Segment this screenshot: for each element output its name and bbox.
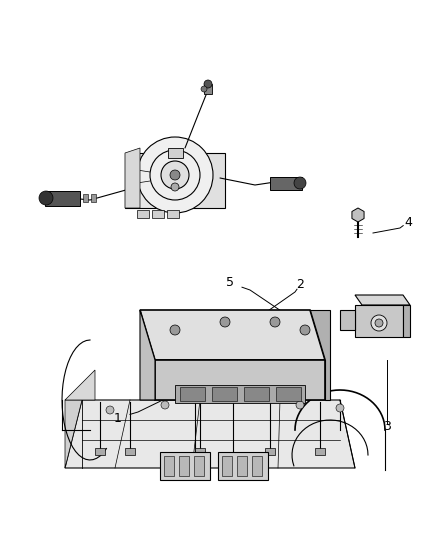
Polygon shape — [355, 295, 410, 305]
Bar — [194, 456, 204, 476]
Polygon shape — [355, 305, 403, 337]
Polygon shape — [310, 310, 330, 400]
Bar — [218, 452, 268, 480]
Circle shape — [171, 183, 179, 191]
Circle shape — [294, 177, 306, 189]
Circle shape — [201, 86, 207, 92]
Circle shape — [220, 317, 230, 327]
Circle shape — [161, 161, 189, 189]
Bar — [222, 456, 232, 476]
Bar — [276, 387, 301, 401]
Circle shape — [39, 191, 53, 205]
Bar — [237, 456, 247, 476]
Text: 2: 2 — [296, 279, 304, 292]
Polygon shape — [140, 310, 325, 360]
Bar — [270, 177, 302, 190]
Circle shape — [106, 406, 114, 414]
Bar — [244, 387, 269, 401]
Circle shape — [170, 325, 180, 335]
Polygon shape — [352, 208, 364, 222]
Bar — [160, 452, 210, 480]
Bar — [175, 385, 305, 403]
Text: 4: 4 — [404, 215, 412, 229]
Bar — [45, 191, 80, 206]
Bar — [75, 194, 80, 202]
Bar — [204, 84, 212, 94]
Text: 5: 5 — [226, 277, 234, 289]
Bar — [125, 153, 180, 208]
Bar — [167, 210, 179, 218]
Circle shape — [300, 325, 310, 335]
Bar — [212, 387, 237, 401]
Polygon shape — [65, 400, 82, 468]
Circle shape — [296, 401, 304, 409]
Circle shape — [204, 80, 212, 88]
Bar — [265, 448, 275, 455]
Bar — [152, 210, 164, 218]
Bar — [125, 448, 135, 455]
Bar — [252, 456, 262, 476]
Bar — [137, 210, 149, 218]
Circle shape — [270, 317, 280, 327]
Circle shape — [371, 315, 387, 331]
Circle shape — [161, 401, 169, 409]
Polygon shape — [140, 310, 155, 400]
Polygon shape — [155, 360, 325, 400]
Polygon shape — [65, 370, 95, 400]
Bar — [315, 448, 325, 455]
Bar — [83, 194, 88, 202]
Circle shape — [137, 137, 213, 213]
Polygon shape — [340, 310, 355, 330]
Bar — [164, 456, 174, 476]
Bar — [180, 153, 225, 208]
Text: 1: 1 — [114, 411, 122, 424]
Bar — [179, 456, 189, 476]
Circle shape — [170, 170, 180, 180]
Polygon shape — [65, 400, 355, 468]
Bar — [168, 148, 183, 158]
Circle shape — [375, 319, 383, 327]
Bar — [95, 448, 105, 455]
Circle shape — [336, 404, 344, 412]
Bar — [195, 448, 205, 455]
Text: 3: 3 — [383, 421, 391, 433]
Polygon shape — [125, 148, 140, 208]
Bar — [91, 194, 96, 202]
Bar — [180, 387, 205, 401]
Polygon shape — [403, 305, 410, 337]
